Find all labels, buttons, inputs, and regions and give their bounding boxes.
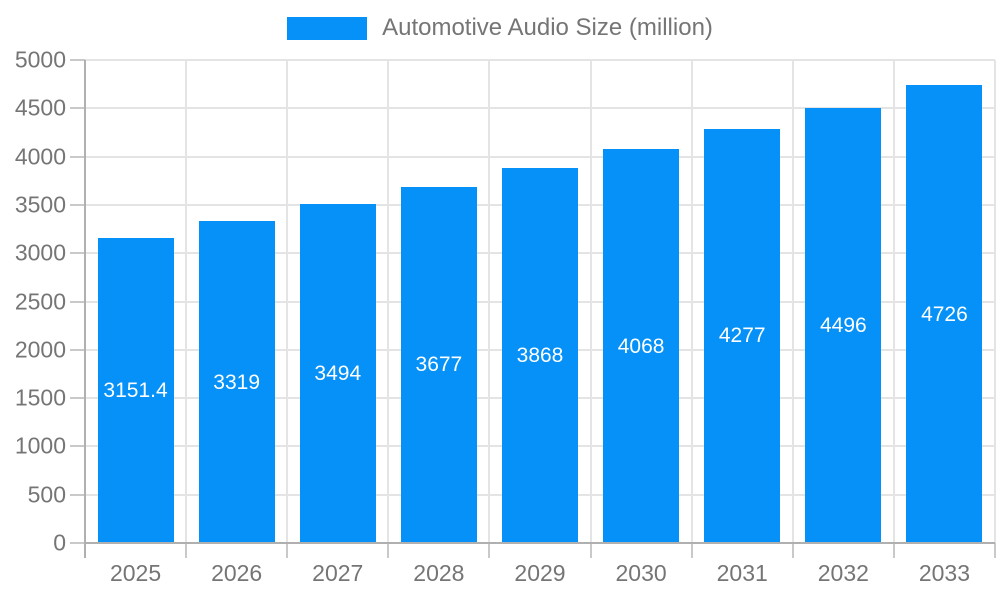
x-axis-label: 2033 <box>918 560 971 586</box>
y-axis-label: 2500 <box>14 288 66 314</box>
bar-2028[interactable] <box>400 186 477 542</box>
x-axis-tick <box>589 543 592 558</box>
bar-2033[interactable] <box>906 85 983 542</box>
y-axis-label: 5000 <box>14 46 66 73</box>
chart-legend[interactable]: Automotive Audio Size (million) <box>0 14 1000 42</box>
y-axis-tick <box>70 445 85 448</box>
y-axis-label: 2000 <box>14 336 66 363</box>
y-axis-tick <box>70 203 85 206</box>
v-gridline <box>488 60 491 543</box>
x-axis-label: 2030 <box>615 560 667 586</box>
x-axis-tick <box>791 543 794 558</box>
y-axis-label: 1000 <box>14 432 66 459</box>
x-axis-tick <box>488 543 491 558</box>
y-axis-label: 3000 <box>14 239 66 266</box>
plot-area: 3151.4 3319 3494 3677 3868 4068 4277 4496 4726 <box>85 59 996 544</box>
x-axis-label: 2026 <box>211 560 263 586</box>
y-axis-label: 3500 <box>14 191 66 218</box>
x-axis-label: 2027 <box>312 560 364 586</box>
y-axis-tick <box>70 252 85 255</box>
bar-2030[interactable] <box>603 149 680 542</box>
x-axis-tick <box>185 543 188 558</box>
v-gridline <box>791 60 794 543</box>
y-axis-label: 500 <box>27 481 66 508</box>
h-gridline <box>85 155 995 158</box>
v-gridline <box>387 60 390 543</box>
x-axis-line <box>85 542 995 544</box>
x-axis-tick <box>690 543 693 558</box>
v-gridline <box>185 60 188 543</box>
v-gridline <box>589 60 592 543</box>
y-axis-tick <box>70 107 85 110</box>
y-axis-label: 1500 <box>14 384 66 411</box>
v-gridline <box>690 60 693 543</box>
h-gridline <box>85 59 995 61</box>
y-axis-line <box>84 60 86 558</box>
x-axis-tick <box>387 543 390 558</box>
bar-2029[interactable] <box>502 168 578 542</box>
bar-2025[interactable] <box>97 237 174 542</box>
y-axis-label: 0 <box>53 529 66 556</box>
x-axis-label: 2025 <box>109 560 162 586</box>
v-gridline <box>994 60 996 543</box>
bar-2027[interactable] <box>299 204 376 542</box>
x-axis-tick <box>892 543 895 558</box>
y-axis-tick <box>70 348 85 351</box>
y-axis-tick <box>70 300 85 303</box>
y-axis-label: 4000 <box>14 143 66 170</box>
y-axis-tick <box>70 155 85 158</box>
legend-swatch-icon <box>287 16 368 40</box>
bar-2032[interactable] <box>805 107 882 542</box>
x-axis-label: 2032 <box>817 560 869 586</box>
v-gridline <box>892 60 895 543</box>
bar-2031[interactable] <box>704 128 781 542</box>
y-axis-tick <box>70 59 85 61</box>
x-axis-tick <box>994 543 996 558</box>
y-axis-tick <box>70 397 85 400</box>
y-axis-label: 4500 <box>14 94 66 121</box>
x-axis-label: 2029 <box>514 560 566 586</box>
v-gridline <box>286 60 289 543</box>
legend-label: Automotive Audio Size (million) <box>382 14 713 41</box>
x-axis-label: 2031 <box>716 560 768 586</box>
bar-2026[interactable] <box>198 221 275 542</box>
h-gridline <box>85 107 995 110</box>
y-axis-tick <box>70 493 85 496</box>
x-axis-label: 2028 <box>413 560 465 586</box>
y-axis-tick <box>70 542 85 544</box>
x-axis-tick <box>286 543 289 558</box>
